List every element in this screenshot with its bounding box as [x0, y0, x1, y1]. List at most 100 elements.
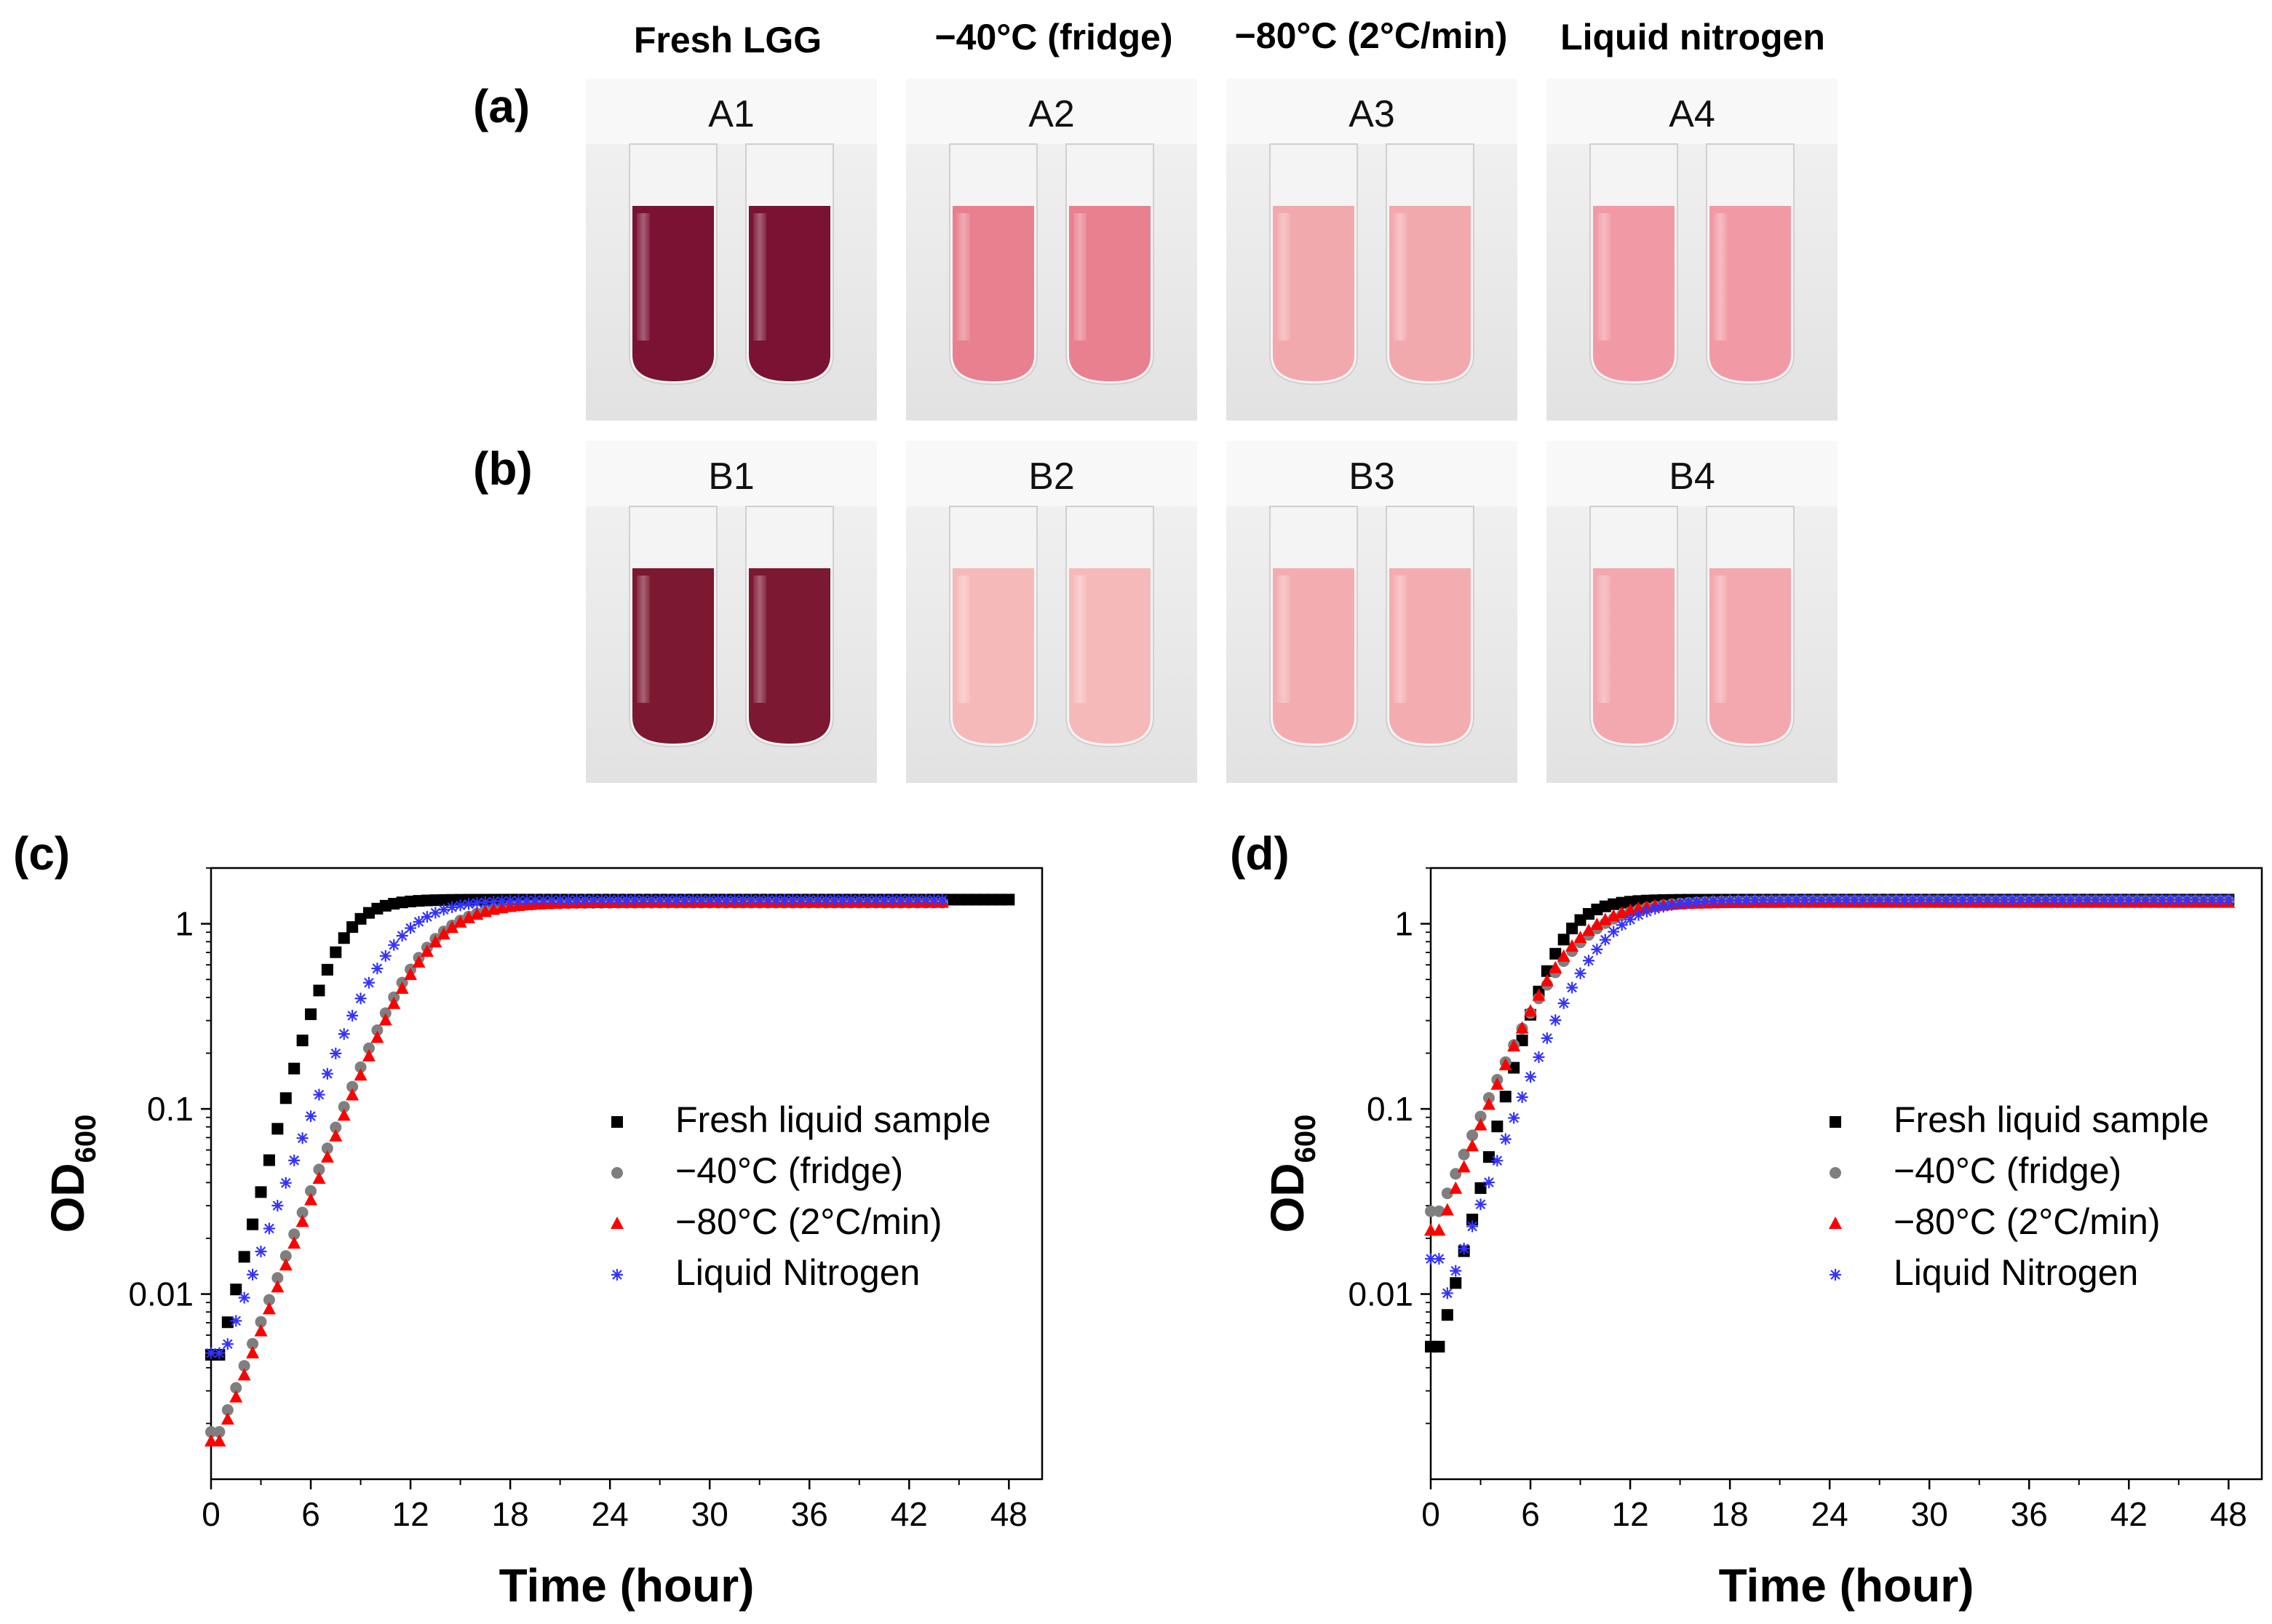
data-point: [1598, 912, 1612, 926]
x-tick-label: 30: [1911, 1495, 1948, 1533]
data-point: [1541, 1032, 1553, 1044]
tube-liquid: [1389, 206, 1471, 381]
data-point: [263, 1222, 275, 1235]
data-point: [330, 946, 342, 958]
data-point: [1490, 1077, 1504, 1090]
data-point: [1915, 893, 1927, 906]
data-point: [287, 1236, 301, 1249]
data-point: [238, 1360, 250, 1372]
data-point: [1466, 1139, 1479, 1152]
data-point: [1458, 1148, 1470, 1161]
data-point: [2189, 893, 2201, 906]
photo-tile-b4: B4: [1546, 441, 1838, 783]
data-point: [405, 922, 417, 934]
tube-liquid: [1709, 206, 1791, 381]
data-point: [1549, 947, 1562, 960]
y-tick-label: 1: [175, 905, 194, 943]
photo-tile-a3: A3: [1226, 79, 1517, 421]
data-point: [1441, 1187, 1453, 1200]
x-tick-label: 42: [2110, 1495, 2148, 1533]
data-point: [1715, 894, 1728, 907]
data-point: [2098, 893, 2110, 906]
data-point: [862, 893, 874, 906]
data-point: [321, 963, 333, 976]
data-point: [370, 1030, 384, 1043]
data-point: [1482, 1097, 1496, 1110]
data-point: [1507, 1039, 1521, 1052]
data-point: [612, 893, 624, 906]
data-point: [312, 1171, 326, 1184]
data-point: [1482, 1177, 1495, 1189]
photo-rack-band: [586, 79, 877, 144]
data-point: [221, 1412, 234, 1425]
legend-label: −80°C (2°C/min): [1894, 1201, 2160, 1242]
data-point: [479, 896, 491, 908]
legend-item-fridge: −40°C (fridge): [1830, 1150, 2121, 1191]
tube-highlight: [637, 213, 650, 341]
data-point: [1565, 939, 1579, 952]
data-point: [1466, 1220, 1479, 1233]
data-point: [238, 1251, 250, 1263]
data-point: [1450, 1265, 1462, 1277]
data-point: [2065, 893, 2077, 906]
data-point: [271, 1200, 284, 1212]
data-point: [247, 1268, 259, 1281]
data-point: [795, 893, 807, 906]
tube-label-a3: A3: [1348, 93, 1395, 135]
data-point: [520, 894, 533, 907]
data-point: [1890, 893, 1902, 906]
data-point: [1907, 893, 1919, 906]
data-point: [1882, 893, 1894, 906]
data-point: [2040, 893, 2052, 906]
x-tick-label: 48: [990, 1495, 1028, 1533]
data-point: [346, 1080, 359, 1093]
data-point: [1691, 896, 1703, 908]
data-point: [928, 893, 940, 906]
data-point: [595, 893, 608, 906]
data-point: [2214, 893, 2226, 906]
data-point: [1441, 1309, 1453, 1321]
data-point: [1832, 893, 1844, 906]
data-point: [1573, 931, 1587, 944]
panel-letter-d: (d): [1230, 827, 1290, 880]
y-tick-label: 0.01: [1348, 1275, 1413, 1313]
tube-label-a4: A4: [1669, 93, 1715, 135]
photo-rack-band: [906, 441, 1197, 506]
data-point: [836, 893, 849, 906]
data-point: [1732, 894, 1744, 907]
data-point: [471, 896, 483, 909]
data-point: [1765, 893, 1778, 906]
legend-label: Liquid Nitrogen: [1894, 1252, 2138, 1293]
data-point: [2023, 893, 2035, 906]
tube-liquid: [1069, 568, 1151, 744]
data-point: [778, 893, 790, 906]
data-point: [2081, 893, 2094, 906]
data-point: [296, 1034, 309, 1046]
tube-label-b3: B3: [1348, 455, 1395, 498]
data-point: [263, 1154, 275, 1166]
data-point: [1616, 919, 1628, 931]
data-point: [1624, 913, 1637, 926]
data-point: [412, 955, 426, 968]
photo-rack-band: [1546, 79, 1838, 144]
data-point: [512, 894, 525, 907]
data-point: [1848, 893, 1861, 906]
data-point: [247, 1218, 259, 1230]
data-point: [321, 1067, 333, 1080]
chart-c: (c) 0 6 12 18 24 30 36 42 48 0.01 0.1 1 Time (hour) OD…: [13, 827, 1044, 1612]
x-tick-label: 24: [1811, 1495, 1848, 1533]
tube-highlight: [637, 576, 650, 703]
data-point: [2198, 893, 2210, 906]
data-point: [371, 963, 384, 975]
data-point: [1749, 893, 1761, 906]
data-point: [1491, 1121, 1504, 1133]
data-point: [736, 893, 749, 906]
data-point: [313, 1163, 325, 1176]
data-point: [1499, 1091, 1512, 1103]
data-point: [445, 920, 459, 934]
data-point: [554, 893, 566, 906]
data-point: [1491, 1155, 1504, 1167]
data-point: [1699, 895, 1711, 907]
data-point: [255, 1246, 267, 1258]
data-point: [362, 1048, 376, 1062]
